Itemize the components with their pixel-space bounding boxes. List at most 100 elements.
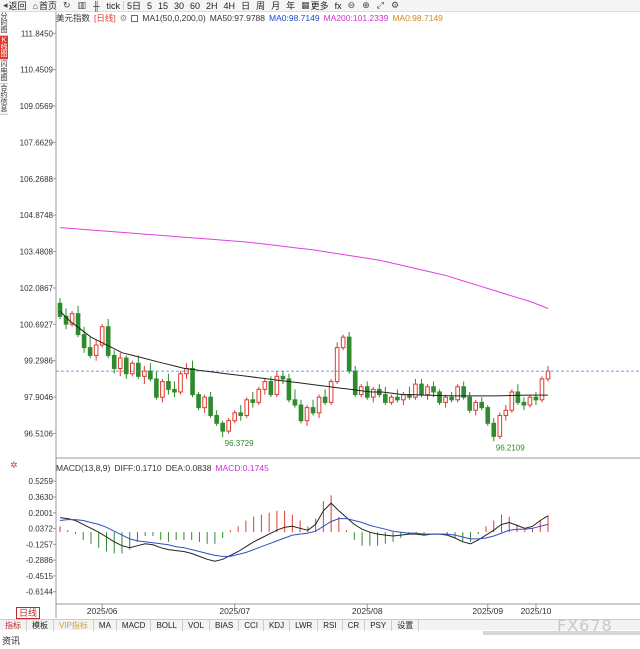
candle-body — [280, 375, 286, 380]
zoom-out-button[interactable]: ⊖ — [345, 0, 360, 12]
tab-rsi[interactable]: RSI — [318, 619, 343, 631]
tab-vip[interactable]: VIP指标 — [54, 619, 94, 631]
candle-body — [166, 381, 171, 390]
scrollbar[interactable] — [483, 631, 640, 635]
candle-body — [425, 386, 430, 396]
macd-tick-label: 0.2001 — [29, 509, 54, 518]
range-button[interactable]: 日线 — [16, 607, 41, 619]
period-5m[interactable]: 5 — [146, 0, 152, 11]
macd-tick-label: -0.4515 — [26, 572, 54, 581]
home-icon: ⌂ — [32, 0, 38, 11]
tab-bias[interactable]: BIAS — [210, 619, 240, 631]
period-15m[interactable]: 15 — [157, 0, 168, 11]
candle-body — [154, 378, 159, 398]
tab-lwr[interactable]: LWR — [290, 619, 319, 631]
candle-body — [123, 357, 129, 375]
candle-body — [160, 381, 165, 398]
period-4h[interactable]: 4H — [223, 0, 236, 11]
date-label: 2025/08 — [352, 606, 383, 616]
price-tick-label: 102.0867 — [20, 284, 54, 293]
settings-button[interactable]: ⚙ — [388, 0, 403, 12]
tab-indicator[interactable]: 指标 — [0, 619, 27, 631]
sidebar-tab-timeshare[interactable]: 分时图 — [0, 12, 8, 36]
indicator-settings-icon[interactable]: ⚙ — [119, 12, 128, 23]
tab-psy[interactable]: PSY — [365, 619, 393, 631]
candle-body — [437, 391, 442, 403]
tab-cci[interactable]: CCI — [239, 619, 264, 631]
candle-body — [316, 396, 322, 414]
candle-body — [75, 313, 81, 336]
zoom-in-button[interactable]: ⊕ — [359, 0, 374, 12]
home-button[interactable]: ⌂ 首页 — [32, 0, 57, 12]
candle-body — [491, 422, 497, 437]
tab-settings[interactable]: 设置 — [392, 619, 420, 631]
tab-template[interactable]: 模板 — [27, 619, 54, 631]
low-annotation-1: 96.3729 — [225, 439, 254, 448]
candle-body — [503, 409, 509, 416]
candle-body — [292, 399, 298, 406]
bar-chart-icon: ▥ — [77, 0, 87, 10]
tab-macd[interactable]: MACD — [117, 619, 152, 631]
period-month[interactable]: 月 — [271, 1, 281, 11]
sidebar-tab-contract[interactable]: 合约信息 — [0, 84, 8, 115]
candle-body — [196, 394, 201, 409]
period-year[interactable]: 年 — [286, 1, 296, 11]
candle-body — [467, 396, 472, 411]
tick-button[interactable]: tick — [106, 0, 120, 11]
sidebar-tab-flash[interactable]: 闪电图 — [0, 60, 8, 84]
macd-value: MACD:0.1745 — [215, 462, 269, 473]
fullscreen-button[interactable]: ⤢ — [374, 0, 388, 12]
candle-body — [190, 367, 195, 396]
period-5d[interactable]: 5日 — [126, 1, 141, 11]
formula-button[interactable]: fx — [334, 0, 342, 11]
macd-tick-label: -0.1257 — [26, 540, 54, 549]
period-week[interactable]: 周 — [256, 1, 266, 11]
candle-body — [370, 388, 376, 398]
candle-body — [142, 370, 147, 377]
instrument-name: 美元指数 — [56, 13, 91, 23]
date-label: 2025/07 — [219, 606, 250, 616]
footer: 资讯 — [0, 631, 640, 649]
candle-type-button[interactable]: ╫ — [90, 0, 103, 12]
sidebar-tab-kline[interactable]: K线图 — [0, 36, 8, 60]
candle-body — [57, 302, 63, 317]
period-day[interactable]: 日 — [241, 1, 251, 11]
back-button[interactable]: ◂ 返回 — [3, 0, 27, 11]
candle-body — [226, 420, 231, 432]
candle-body — [256, 388, 262, 403]
period-2h[interactable]: 2H — [206, 0, 218, 11]
period-30m[interactable]: 30 — [174, 0, 185, 11]
candle-body — [87, 347, 93, 356]
price-tick-label: 104.8748 — [20, 211, 54, 220]
refresh-button[interactable]: ↻ — [60, 0, 75, 12]
tab-cr[interactable]: CR — [343, 619, 366, 631]
candle-body — [81, 334, 87, 349]
news-label[interactable]: 资讯 — [2, 636, 21, 646]
candle-body — [328, 381, 334, 403]
candle-body — [449, 396, 454, 401]
ma-checkbox[interactable] — [131, 14, 139, 22]
gear-icon: ⚙ — [390, 0, 400, 10]
macd-diff-line — [59, 502, 549, 562]
macd-dea: DEA:0.0838 — [165, 462, 212, 473]
candle-body — [63, 315, 69, 325]
chart-type-button[interactable]: ▥ — [75, 0, 91, 12]
candle-body — [268, 381, 274, 396]
candle-body — [202, 396, 207, 409]
period-60m[interactable]: 60 — [190, 0, 201, 11]
macd-tick-label: 0.3630 — [29, 493, 54, 502]
candle-body — [304, 407, 310, 422]
candle-body — [346, 336, 352, 372]
tab-boll[interactable]: BOLL — [151, 619, 183, 631]
tab-ma[interactable]: MA — [94, 619, 117, 631]
tab-vol[interactable]: VOL — [183, 619, 210, 631]
more-button[interactable]: ▦ 更多 — [301, 0, 329, 11]
candle-body — [401, 394, 406, 401]
left-sidebar: 分时图 K线图 闪电图 合约信息 — [0, 12, 8, 162]
price-tick-label: 106.2688 — [20, 175, 54, 184]
ma50-value: MA50:97.9788 — [209, 13, 265, 23]
tab-kdj[interactable]: KDJ — [264, 619, 291, 631]
indicator-info-bar: 美元指数 [日线] ⚙ MA1(50,0,200,0) MA50:97.9788… — [56, 12, 443, 24]
candle-body — [208, 396, 213, 416]
